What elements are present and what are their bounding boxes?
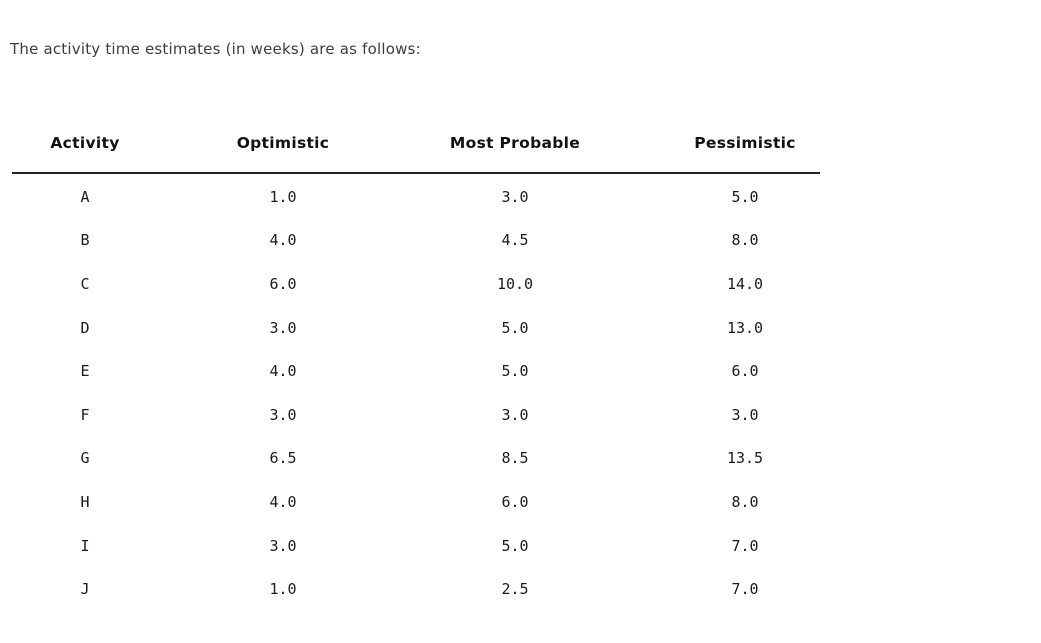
cell-pessimistic: 5.0	[731, 187, 759, 206]
cell-optimistic: 1.0	[269, 187, 297, 206]
cell-pessimistic: 8.0	[731, 492, 759, 511]
cell-most-probable: 5.0	[501, 536, 529, 555]
cell-most-probable: 3.0	[501, 187, 529, 206]
cell-activity: B	[80, 231, 90, 250]
table-header-row: Activity Optimistic Most Probable Pessim…	[10, 111, 866, 175]
cell-pessimistic: 6.0	[731, 362, 759, 381]
table-row: G 6.5 8.5 13.5	[10, 437, 866, 481]
cell-most-probable: 10.0	[496, 274, 534, 293]
cell-activity: F	[80, 405, 90, 424]
cell-most-probable: 5.0	[501, 362, 529, 381]
header-divider-line	[12, 172, 820, 174]
cell-most-probable: 3.0	[501, 405, 529, 424]
cell-pessimistic: 3.0	[731, 405, 759, 424]
cell-optimistic: 1.0	[269, 580, 297, 599]
cell-optimistic: 6.0	[269, 274, 297, 293]
cell-activity: D	[80, 318, 90, 337]
cell-optimistic: 4.0	[269, 492, 297, 511]
intro-text: The activity time estimates (in weeks) a…	[10, 40, 421, 58]
table-row: I 3.0 5.0 7.0	[10, 524, 866, 568]
cell-activity: I	[80, 536, 90, 555]
cell-activity: C	[80, 274, 90, 293]
cell-pessimistic: 7.0	[731, 580, 759, 599]
cell-activity: G	[80, 449, 90, 468]
column-header-pessimistic: Pessimistic	[694, 134, 796, 152]
table-row: J 1.0 2.5 7.0	[10, 567, 866, 611]
cell-optimistic: 4.0	[269, 231, 297, 250]
cell-optimistic: 3.0	[269, 405, 297, 424]
cell-pessimistic: 13.0	[726, 318, 764, 337]
table-row: A 1.0 3.0 5.0	[10, 175, 866, 219]
activity-estimates-table: Activity Optimistic Most Probable Pessim…	[10, 111, 866, 611]
table-body: A 1.0 3.0 5.0 B 4.0 4.5 8.0 C 6.0 10.0 14.0 D 3.0 5.0 1…	[10, 175, 866, 611]
cell-pessimistic: 8.0	[731, 231, 759, 250]
cell-activity: E	[80, 362, 90, 381]
cell-pessimistic: 14.0	[726, 274, 764, 293]
table-row: B 4.0 4.5 8.0	[10, 219, 866, 263]
column-header-activity: Activity	[50, 134, 120, 152]
cell-pessimistic: 13.5	[726, 449, 764, 468]
table-header: Activity Optimistic Most Probable Pessim…	[10, 111, 866, 175]
column-header-most-probable: Most Probable	[449, 134, 581, 152]
cell-most-probable: 8.5	[501, 449, 529, 468]
table-row: C 6.0 10.0 14.0	[10, 262, 866, 306]
cell-optimistic: 4.0	[269, 362, 297, 381]
cell-most-probable: 4.5	[501, 231, 529, 250]
table-row: D 3.0 5.0 13.0	[10, 306, 866, 350]
cell-optimistic: 3.0	[269, 536, 297, 555]
cell-optimistic: 3.0	[269, 318, 297, 337]
table-row: E 4.0 5.0 6.0	[10, 349, 866, 393]
cell-activity: A	[80, 187, 90, 206]
cell-most-probable: 6.0	[501, 492, 529, 511]
table-row: H 4.0 6.0 8.0	[10, 480, 866, 524]
cell-activity: J	[80, 580, 90, 599]
cell-most-probable: 5.0	[501, 318, 529, 337]
cell-optimistic: 6.5	[269, 449, 297, 468]
cell-pessimistic: 7.0	[731, 536, 759, 555]
table-row: F 3.0 3.0 3.0	[10, 393, 866, 437]
column-header-optimistic: Optimistic	[236, 134, 330, 152]
cell-most-probable: 2.5	[501, 580, 529, 599]
cell-activity: H	[80, 492, 90, 511]
